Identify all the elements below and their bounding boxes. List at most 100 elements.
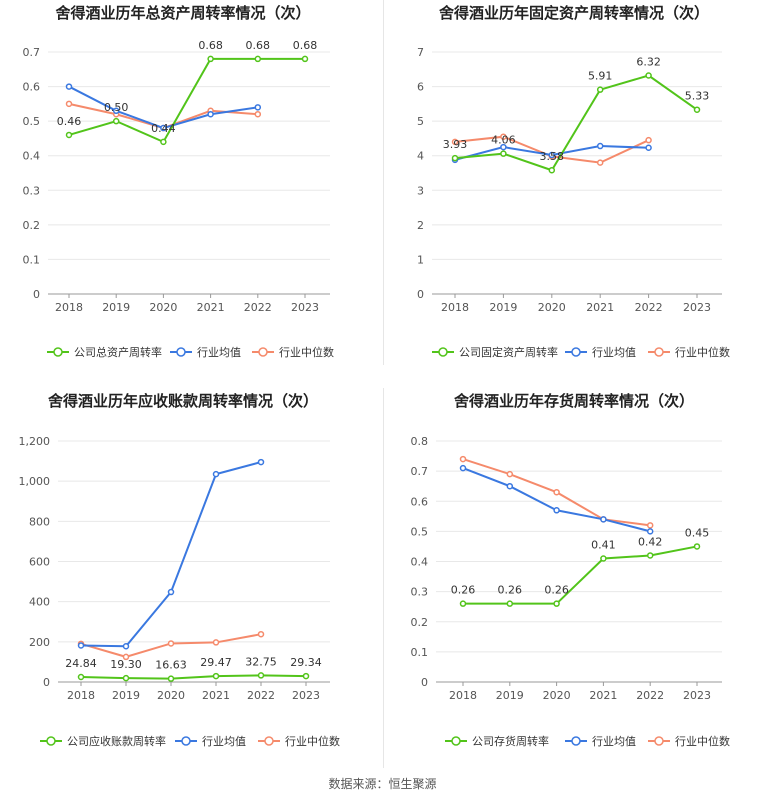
x-tick-label: 2022: [244, 301, 272, 314]
y-tick-label: 3: [417, 184, 424, 197]
data-point-company: [451, 154, 459, 162]
data-label: 3.58: [540, 150, 565, 163]
data-point-company: [459, 600, 467, 607]
series-line-avg: [80, 461, 262, 648]
legend-marker-median: [654, 736, 664, 746]
data-label: 0.41: [591, 538, 616, 551]
y-tick-label: 0.2: [23, 219, 41, 232]
chart-title: 舍得酒业历年总资产周转率情况（次）: [55, 4, 310, 22]
data-label: 0.68: [246, 39, 271, 52]
data-point-avg: [596, 142, 604, 150]
data-label: 0.50: [104, 101, 129, 114]
data-point-company: [77, 673, 85, 681]
legend-marker-median: [654, 347, 664, 357]
y-tick-label: 1,200: [19, 435, 51, 448]
data-point-company: [646, 552, 654, 559]
data-point-median: [553, 488, 560, 496]
x-tick-label: 2020: [157, 689, 185, 702]
x-tick-label: 2019: [489, 301, 517, 314]
data-label: 19.30: [110, 658, 142, 671]
data-point-median: [167, 640, 175, 647]
y-tick-label: 2: [417, 219, 424, 232]
data-point-median: [645, 136, 652, 144]
y-tick-label: 800: [29, 515, 50, 528]
legend-marker-median: [264, 736, 274, 746]
data-point-median: [646, 522, 654, 529]
legend-marker-avg: [181, 736, 191, 746]
y-tick-label: 1: [417, 253, 424, 266]
legend-marker-avg: [571, 347, 581, 357]
y-tick-label: 200: [29, 636, 50, 649]
data-label: 0.45: [685, 526, 710, 539]
data-point-avg: [77, 642, 85, 649]
y-tick-label: 0.6: [411, 495, 429, 508]
legend-marker-company: [46, 736, 56, 746]
data-label: 0.68: [293, 39, 318, 52]
data-point-company: [301, 55, 309, 63]
data-label: 24.84: [65, 657, 97, 670]
legend-marker-company: [451, 736, 461, 746]
legend-marker-avg: [571, 736, 581, 746]
data-label: 0.26: [451, 584, 476, 597]
data-point-company: [506, 600, 514, 607]
legend-marker-median: [258, 347, 268, 357]
y-tick-label: 4: [417, 150, 424, 163]
data-point-avg: [500, 143, 507, 151]
legend-label: 行业均值: [197, 346, 241, 359]
data-point-median: [254, 110, 262, 118]
series-line-company: [454, 74, 698, 172]
x-tick-label: 2020: [543, 689, 571, 702]
y-tick-label: 0.7: [23, 46, 41, 59]
data-point-avg: [254, 104, 262, 111]
data-point-median: [65, 100, 73, 108]
data-point-company: [596, 86, 604, 93]
y-tick-label: 0.3: [411, 586, 429, 599]
data-point-company: [693, 543, 701, 550]
y-tick-label: 6: [417, 81, 424, 94]
data-point-company: [257, 672, 265, 679]
divider: [383, 388, 384, 768]
data-point-company: [645, 72, 652, 79]
y-tick-label: 0.5: [23, 115, 41, 128]
y-tick-label: 0.1: [23, 253, 41, 266]
data-point-median: [500, 133, 507, 140]
data-label: 4.06: [491, 134, 516, 147]
series-line-company: [68, 57, 305, 144]
data-point-avg: [645, 144, 652, 152]
x-tick-label: 2022: [636, 689, 664, 702]
data-point-company: [600, 555, 607, 562]
y-tick-label: 1,000: [19, 475, 51, 488]
data-source-text: 数据来源：恒生聚源: [328, 777, 437, 791]
x-tick-label: 2021: [589, 689, 617, 702]
x-tick-label: 2022: [247, 689, 275, 702]
data-point-company: [693, 106, 701, 113]
x-tick-label: 2021: [202, 689, 230, 702]
y-tick-label: 0.5: [411, 525, 429, 538]
legend-marker-company: [438, 347, 448, 357]
data-point-avg: [548, 151, 556, 159]
data-label: 6.32: [636, 56, 661, 69]
legend-label: 公司总资产周转率: [74, 345, 162, 359]
x-tick-label: 2019: [112, 689, 140, 702]
series-line-company: [80, 674, 307, 680]
data-point-company: [160, 138, 167, 146]
x-tick-label: 2019: [102, 301, 130, 314]
data-point-company: [167, 675, 175, 682]
divider: [383, 0, 384, 365]
x-tick-label: 2021: [197, 301, 225, 314]
y-tick-label: 0.2: [411, 616, 429, 629]
data-point-avg: [160, 124, 167, 132]
x-tick-label: 2021: [586, 301, 614, 314]
legend-marker-company: [53, 347, 63, 357]
data-label: 5.91: [588, 70, 613, 83]
data-point-avg: [257, 458, 265, 466]
data-label: 0.42: [638, 535, 663, 548]
x-tick-label: 2023: [683, 689, 711, 702]
data-point-company: [500, 150, 507, 157]
legend-label: 行业均值: [202, 735, 246, 748]
legend-label: 行业中位数: [675, 345, 730, 359]
data-point-company: [212, 672, 220, 680]
data-point-company: [207, 55, 214, 63]
legend-label: 公司存货周转率: [472, 734, 549, 748]
